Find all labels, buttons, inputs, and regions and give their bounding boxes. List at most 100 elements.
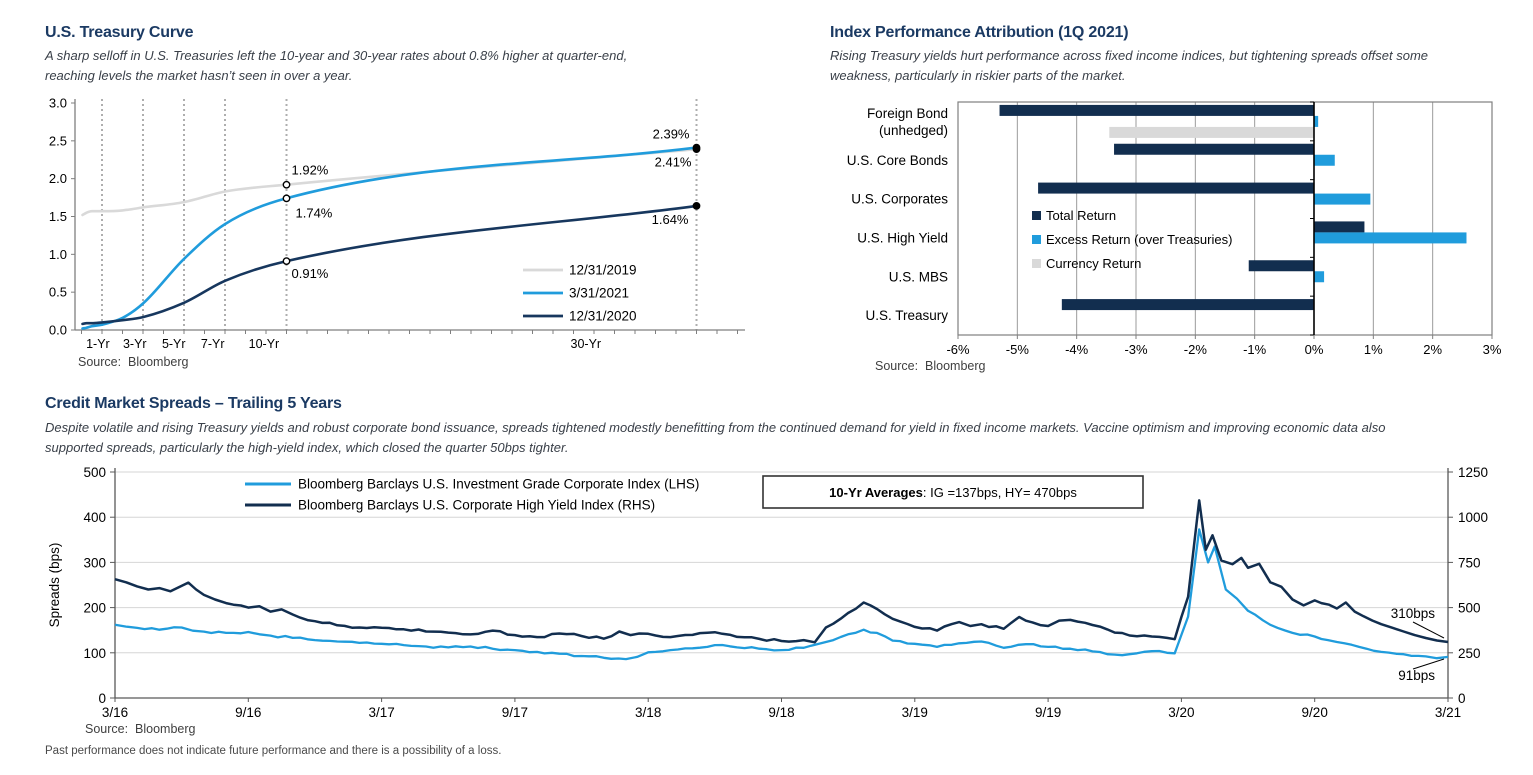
y-left-tick-label: 0 bbox=[98, 691, 106, 706]
axes bbox=[110, 468, 1453, 702]
x-tick-label: -1% bbox=[1243, 342, 1267, 357]
x-tick-label: 9/16 bbox=[235, 705, 261, 720]
category-label: U.S. Core Bonds bbox=[847, 153, 949, 168]
bar-Excess Return (over Treasuries) bbox=[1314, 232, 1467, 244]
bar-Total Return bbox=[1248, 260, 1314, 272]
plot-border bbox=[957, 101, 1493, 336]
x-tick-label: 10-Yr bbox=[249, 337, 280, 351]
bar-Total Return bbox=[1314, 221, 1365, 233]
category-label: U.S. High Yield bbox=[857, 230, 948, 245]
x-tick-label: 3/17 bbox=[368, 705, 394, 720]
legend: Bloomberg Barclays U.S. Investment Grade… bbox=[245, 477, 699, 513]
x-tick-label: -2% bbox=[1184, 342, 1208, 357]
y-right-tick-label: 750 bbox=[1458, 555, 1481, 570]
legend-label: Bloomberg Barclays U.S. Corporate High Y… bbox=[298, 498, 655, 513]
legend-label: Currency Return bbox=[1046, 256, 1141, 271]
bar-Total Return bbox=[1114, 143, 1314, 155]
y-right-tick-label: 1250 bbox=[1458, 465, 1488, 480]
bar-Excess Return (over Treasuries) bbox=[1314, 115, 1319, 127]
series-markers bbox=[282, 143, 701, 266]
category-label: U.S. Corporates bbox=[851, 192, 948, 207]
x-tick-label: 9/17 bbox=[502, 705, 528, 720]
bar-Total Return bbox=[999, 104, 1314, 116]
attribution-source: Source: Bloomberg bbox=[875, 359, 986, 373]
legend-label: 12/31/2019 bbox=[569, 263, 637, 278]
axis-ticks bbox=[957, 101, 1493, 339]
series-lines bbox=[81, 146, 698, 330]
y-left-tick-label: 400 bbox=[83, 510, 106, 525]
averages-box-border bbox=[762, 475, 1144, 509]
x-tick-label: -4% bbox=[1065, 342, 1089, 357]
treasury-curve-svg: 0.0 0.5 1.0 1.5 2.0 2.5 3.0 1-Yr 3-Yr 5-Yr 7-Yr 10-… bbox=[49, 96, 745, 351]
spreads-subtitle: Despite volatile and rising Treasury yie… bbox=[45, 420, 1386, 455]
value-annotation: 310bps bbox=[1391, 606, 1436, 621]
y-left-tick-label: 500 bbox=[83, 465, 106, 480]
y-left-tick-label: 100 bbox=[83, 646, 106, 661]
value-annotation: 2.41% bbox=[655, 155, 692, 170]
x-tick-label: 3/20 bbox=[1168, 705, 1194, 720]
legend-label: 12/31/2020 bbox=[569, 309, 637, 324]
x-tick-label: 30-Yr bbox=[571, 337, 602, 351]
bar-Excess Return (over Treasuries) bbox=[1314, 271, 1325, 283]
legend: Total Return Excess Return (over Treasuri… bbox=[1032, 208, 1232, 271]
value-annotation: 2.39% bbox=[653, 127, 690, 142]
x-tick-label: 5-Yr bbox=[162, 337, 186, 351]
bars bbox=[999, 104, 1467, 311]
y-tick-label: 2.0 bbox=[49, 171, 67, 186]
y-tick-label: 0.5 bbox=[49, 285, 67, 300]
past-performance-footnote: Past performance does not indicate futur… bbox=[45, 745, 502, 757]
x-tick-label: 9/20 bbox=[1302, 705, 1328, 720]
value-annotation: 1.92% bbox=[292, 163, 329, 178]
x-tick-label: 3/18 bbox=[635, 705, 661, 720]
data-marker bbox=[282, 180, 291, 189]
y-right-tick-label: 1000 bbox=[1458, 510, 1488, 525]
bar-Excess Return (over Treasuries) bbox=[1314, 193, 1371, 205]
y-tick-label: 1.0 bbox=[49, 247, 67, 262]
data-marker bbox=[282, 194, 291, 203]
value-annotation: 91bps bbox=[1398, 668, 1435, 683]
x-dotted-gridlines bbox=[101, 99, 698, 330]
x-tick-label: 2% bbox=[1423, 342, 1442, 357]
series-Bloomberg Barclays U.S. Corporate High Yield Index (RHS) bbox=[114, 499, 1449, 644]
legend-label: 3/31/2021 bbox=[569, 286, 629, 301]
treasury-source: Source: Bloomberg bbox=[78, 355, 189, 369]
spreads-chart-svg: 0 100 200 300 400 500 0 250 500 750 1000 1250 3/16 9/… bbox=[47, 465, 1488, 720]
x-tick-label: 9/19 bbox=[1035, 705, 1061, 720]
x-tick-label: 0% bbox=[1305, 342, 1324, 357]
x-tick-label: -3% bbox=[1124, 342, 1148, 357]
category-label: (unhedged) bbox=[879, 123, 948, 138]
data-marker bbox=[282, 257, 291, 266]
legend: 12/31/2019 3/31/2021 12/31/2020 bbox=[523, 263, 637, 324]
y-tick-label: 0.0 bbox=[49, 323, 67, 338]
axes bbox=[71, 99, 745, 334]
x-tick-label: 1% bbox=[1364, 342, 1383, 357]
x-tick-label: 3% bbox=[1483, 342, 1502, 357]
y-left-tick-label: 300 bbox=[83, 555, 106, 570]
treasury-subtitle: A sharp selloff in U.S. Treasuries left … bbox=[45, 48, 628, 83]
x-tick-label: -6% bbox=[946, 342, 970, 357]
spreads-title: Credit Market Spreads – Trailing 5 Years bbox=[45, 395, 342, 412]
x-tick-label: 1-Yr bbox=[86, 337, 110, 351]
x-tick-label: 3-Yr bbox=[123, 337, 147, 351]
x-tick-label: 3/21 bbox=[1435, 705, 1461, 720]
category-label: U.S. Treasury bbox=[865, 308, 948, 323]
annotation-leader-line bbox=[1412, 621, 1445, 639]
bar-Currency Return bbox=[1109, 126, 1314, 138]
bar-Total Return bbox=[1061, 299, 1314, 311]
legend-swatch bbox=[1032, 235, 1041, 244]
legend-swatch bbox=[1032, 259, 1041, 268]
x-tick-label: 7-Yr bbox=[201, 337, 225, 351]
attribution-subtitle: Rising Treasury yields hurt performance … bbox=[830, 48, 1429, 83]
bar-Total Return bbox=[1038, 182, 1314, 194]
y-left-tick-label: 200 bbox=[83, 601, 106, 616]
series-12/31/2020 bbox=[81, 204, 698, 326]
y-tick-label: 1.5 bbox=[49, 209, 67, 224]
y-right-tick-label: 250 bbox=[1458, 646, 1481, 661]
y-tick-label: 2.5 bbox=[49, 133, 67, 148]
gridlines bbox=[957, 102, 1493, 335]
treasury-title: U.S. Treasury Curve bbox=[45, 24, 194, 41]
bar-Excess Return (over Treasuries) bbox=[1314, 154, 1335, 166]
y-right-tick-label: 0 bbox=[1458, 691, 1466, 706]
value-annotation: 1.64% bbox=[652, 212, 689, 227]
